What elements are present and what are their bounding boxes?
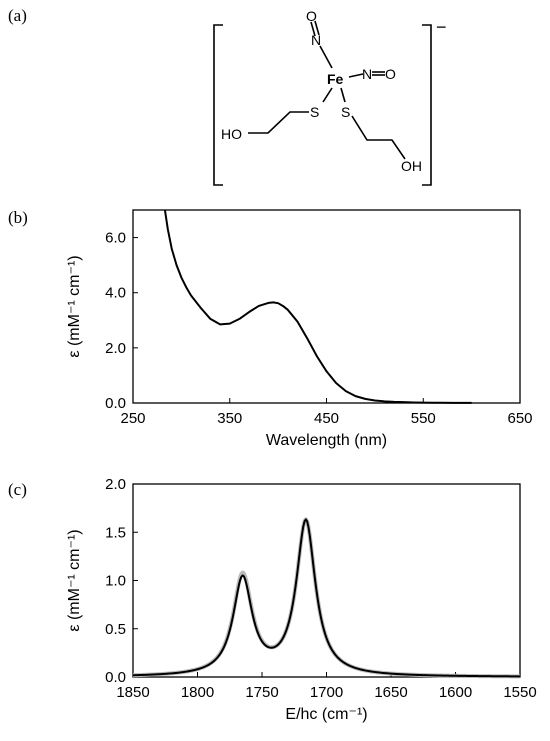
atom-n1: N xyxy=(311,32,321,48)
structure-atoms: − O N Fe N O S S HO OH xyxy=(221,8,447,174)
x-tick-label: 1750 xyxy=(245,684,278,701)
atom-n2: N xyxy=(362,66,372,82)
chain-right xyxy=(351,115,406,160)
bond-fe-n2 xyxy=(348,73,364,78)
bond-fe-n1 xyxy=(319,45,333,69)
plot-frame xyxy=(132,209,521,404)
x-tick-label: 650 xyxy=(507,410,532,427)
y-tick-label: 1.5 xyxy=(105,524,126,541)
atom-fe: Fe xyxy=(327,71,344,87)
right-bracket xyxy=(422,24,432,186)
x-tick-label: 450 xyxy=(314,410,339,427)
x-axis-label: Wavelength (nm) xyxy=(266,432,387,449)
ir-chart: 1850 1800 1750 1700 1650 1600 1550 0.0 0.5 1.0 1.5… xyxy=(66,476,537,723)
panel-a-label: (a) xyxy=(8,6,27,25)
atom-oh-right: OH xyxy=(401,158,422,174)
x-tick-label: 1850 xyxy=(116,684,149,701)
x-tick-label: 550 xyxy=(411,410,436,427)
atom-o2: O xyxy=(385,66,396,82)
y-tick-label: 0.5 xyxy=(105,621,126,638)
y-tick-label: 2.0 xyxy=(105,476,126,493)
y-axis-label: ε (mM⁻¹ cm⁻¹) xyxy=(66,255,83,357)
panel-b-label: (b) xyxy=(8,208,28,227)
atom-s2: S xyxy=(341,104,350,120)
data-series-line xyxy=(163,209,472,404)
y-tick-label: 6.0 xyxy=(105,230,126,247)
bond-fe-s2 xyxy=(340,87,346,103)
y-tick-label: 1.0 xyxy=(105,573,126,590)
atom-s1: S xyxy=(310,104,319,120)
x-tick-label: 350 xyxy=(217,410,242,427)
uv-vis-chart: 250 350 450 550 650 0.0 2.0 4.0 6.0 Wavelength (n… xyxy=(66,209,533,449)
atom-o1: O xyxy=(306,8,317,24)
y-tick-label: 4.0 xyxy=(105,285,126,302)
y-tick-label: 2.0 xyxy=(105,340,126,357)
x-tick-label: 1650 xyxy=(374,684,407,701)
bond-fe-s1 xyxy=(322,87,333,103)
x-tick-label: 250 xyxy=(120,410,145,427)
structure-diagram xyxy=(213,20,432,186)
plot-frame xyxy=(132,483,521,678)
panel-c-label: (c) xyxy=(8,480,27,499)
bond-n1-o1-double xyxy=(314,20,320,36)
charge-sign: − xyxy=(436,17,447,37)
x-tick-label: 1600 xyxy=(439,684,472,701)
y-tick-label: 0.0 xyxy=(105,395,126,412)
y-tick-label: 0.0 xyxy=(105,669,126,686)
fit-series-line xyxy=(132,517,521,679)
left-bracket xyxy=(213,24,223,186)
x-axis-label: E/hc (cm⁻¹) xyxy=(285,706,367,723)
chain-left xyxy=(248,111,309,134)
x-tick-label: 1800 xyxy=(181,684,214,701)
atom-ho-left: HO xyxy=(221,126,242,142)
x-tick-label: 1700 xyxy=(310,684,343,701)
data-series-line xyxy=(132,518,521,678)
bond-n1-o1 xyxy=(310,21,316,37)
x-tick-label: 1550 xyxy=(503,684,536,701)
y-axis-label: ε (mM⁻¹ cm⁻¹) xyxy=(66,529,83,631)
